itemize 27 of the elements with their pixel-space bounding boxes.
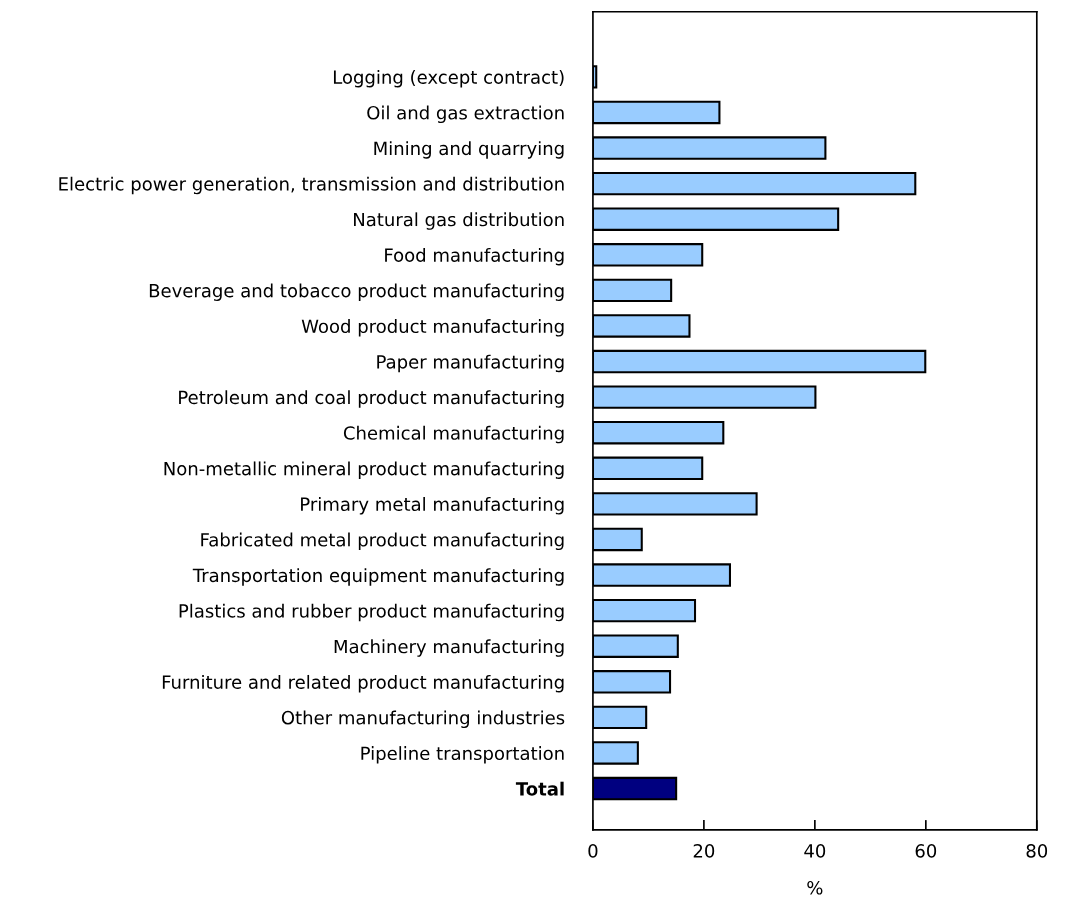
x-tick-label: 60 — [915, 844, 937, 858]
y-tick-label: Non-metallic mineral product manufacturing — [164, 461, 564, 479]
y-tick-label: Oil and gas extraction — [367, 105, 564, 124]
y-tick-label: Natural gas distribution — [354, 212, 564, 230]
y-tick-label: Total — [515, 781, 564, 796]
y-tick-label: Petroleum and coal product manufacturing — [179, 390, 564, 408]
x-tick-label: 40 — [804, 844, 826, 858]
y-tick-label: Beverage and tobacco product manufacturing — [149, 283, 564, 301]
y-tick-label: Paper manufacturing — [377, 354, 564, 373]
y-tick-label: Machinery manufacturing — [334, 639, 564, 657]
y-tick-label: Logging (except contract) — [333, 69, 564, 88]
y-tick-label: Furniture and related product manufacturing — [162, 674, 564, 693]
y-tick-label: Fabricated metal product manufacturing — [201, 532, 564, 551]
y-tick-label: Other manufacturing industries — [281, 710, 565, 728]
y-tick-label: Transportation equipment manufacturing — [192, 568, 564, 586]
y-tick-label: Chemical manufacturing — [343, 425, 564, 444]
y-tick-label: Plastics and rubber product manufacturing — [179, 603, 564, 622]
x-axis-title: % — [807, 880, 823, 895]
y-tick-label: Electric power generation, transmission and distribution — [59, 176, 564, 195]
y-tick-label: Pipeline transportation — [361, 746, 564, 764]
y-tick-label: Wood product manufacturing — [301, 319, 564, 337]
y-tick-label: Primary metal manufacturing — [301, 497, 564, 515]
x-tick-label: 0 — [588, 844, 598, 858]
x-tick-label: 80 — [1026, 844, 1048, 858]
y-tick-label: Mining and quarrying — [374, 141, 564, 159]
y-tick-label: Food manufacturing — [385, 247, 564, 266]
x-tick-label: 20 — [693, 844, 715, 858]
